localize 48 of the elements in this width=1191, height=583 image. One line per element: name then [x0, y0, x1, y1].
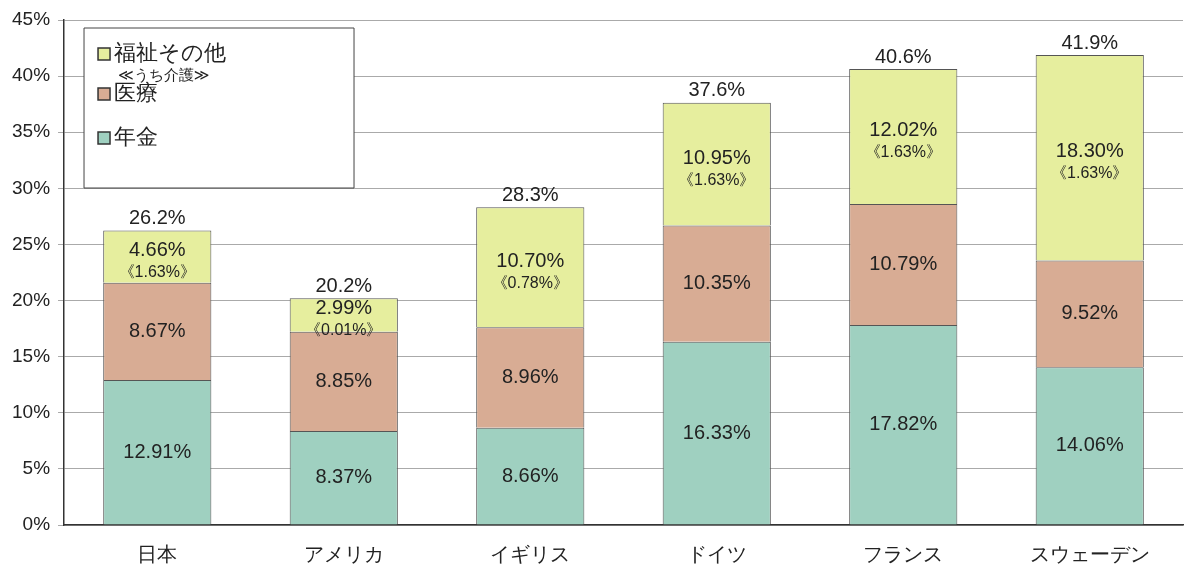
data-label: 17.82%	[869, 412, 938, 435]
data-label: 18.30%	[1055, 139, 1124, 162]
data-label: 4.66%	[128, 238, 186, 261]
y-tick-label: 25%	[12, 232, 51, 254]
x-tick-label: フランス	[863, 542, 944, 565]
total-label: 40.6%	[874, 44, 932, 67]
y-tick-label: 20%	[12, 288, 51, 310]
data-label: 2.99%	[315, 296, 373, 319]
data-label: 10.95%	[682, 145, 751, 168]
y-tick-label: 15%	[12, 344, 51, 366]
legend-label: 年金	[114, 124, 159, 150]
x-tick-label: ドイツ	[686, 542, 747, 565]
x-tick-label: 日本	[137, 542, 178, 565]
data-label: 12.91%	[123, 439, 192, 462]
data-label: 8.37%	[315, 465, 373, 488]
annotation: 《0.01%》	[305, 321, 383, 339]
total-label: 41.9%	[1061, 30, 1119, 53]
y-tick-label: 5%	[22, 457, 51, 479]
y-tick-label: 10%	[12, 401, 51, 423]
y-tick-label: 35%	[12, 120, 51, 142]
total-label: 20.2%	[315, 273, 373, 296]
data-label: 14.06%	[1055, 433, 1124, 456]
x-tick-label: アメリカ	[303, 542, 384, 565]
annotation: 《0.78%》	[491, 273, 569, 291]
annotation: 《1.63%》	[118, 263, 196, 281]
data-label: 8.85%	[315, 368, 373, 391]
legend-label: 福祉その他	[114, 40, 227, 66]
total-label: 28.3%	[501, 182, 559, 205]
y-tick-label: 45%	[12, 8, 51, 30]
data-label: 10.79%	[869, 251, 938, 274]
data-label: 10.35%	[682, 271, 751, 294]
annotation: 《1.63%》	[1051, 164, 1129, 182]
x-tick-label: イギリス	[490, 542, 571, 565]
y-tick-label: 30%	[12, 176, 51, 198]
data-label: 12.02%	[869, 118, 938, 140]
data-label: 8.66%	[501, 463, 559, 486]
data-label: 10.70%	[496, 248, 565, 271]
annotation: 《1.63%》	[864, 142, 942, 160]
total-label: 37.6%	[688, 78, 746, 101]
data-label: 9.52%	[1061, 301, 1119, 324]
y-tick-label: 0%	[22, 513, 51, 535]
annotation: 《1.63%》	[678, 170, 756, 188]
data-label: 8.67%	[128, 318, 186, 341]
y-tick-label: 40%	[12, 64, 51, 86]
x-tick-label: スウェーデン	[1029, 542, 1150, 565]
data-label: 8.96%	[501, 365, 559, 388]
data-label: 16.33%	[682, 420, 751, 443]
total-label: 26.2%	[128, 206, 186, 229]
